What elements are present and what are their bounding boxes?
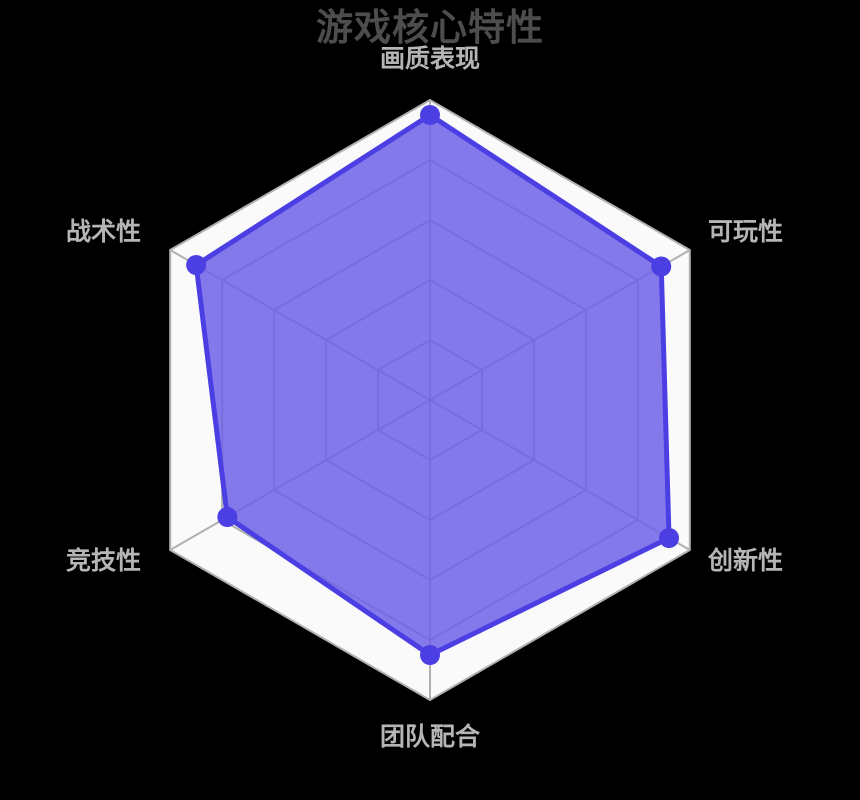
data-point-创新性[interactable] [217,507,238,527]
axis-label-right-bottom: 创新性 [708,546,784,575]
data-point-画质表现[interactable] [420,105,440,125]
axis-label-left-top: 战术性 [66,217,142,246]
axis-label-bottom: 团队配合 [379,722,480,751]
series-points [186,105,680,665]
axis-label-top: 画质表现 [379,44,480,73]
data-point-战术性[interactable] [651,256,672,277]
axis-label-right-top: 可玩性 [708,217,784,246]
data-point-团队配合[interactable] [420,645,440,665]
data-point-可玩性[interactable] [186,255,207,275]
axis-label-left-bottom: 竞技性 [66,546,142,575]
data-point-竞技性[interactable] [659,528,680,548]
